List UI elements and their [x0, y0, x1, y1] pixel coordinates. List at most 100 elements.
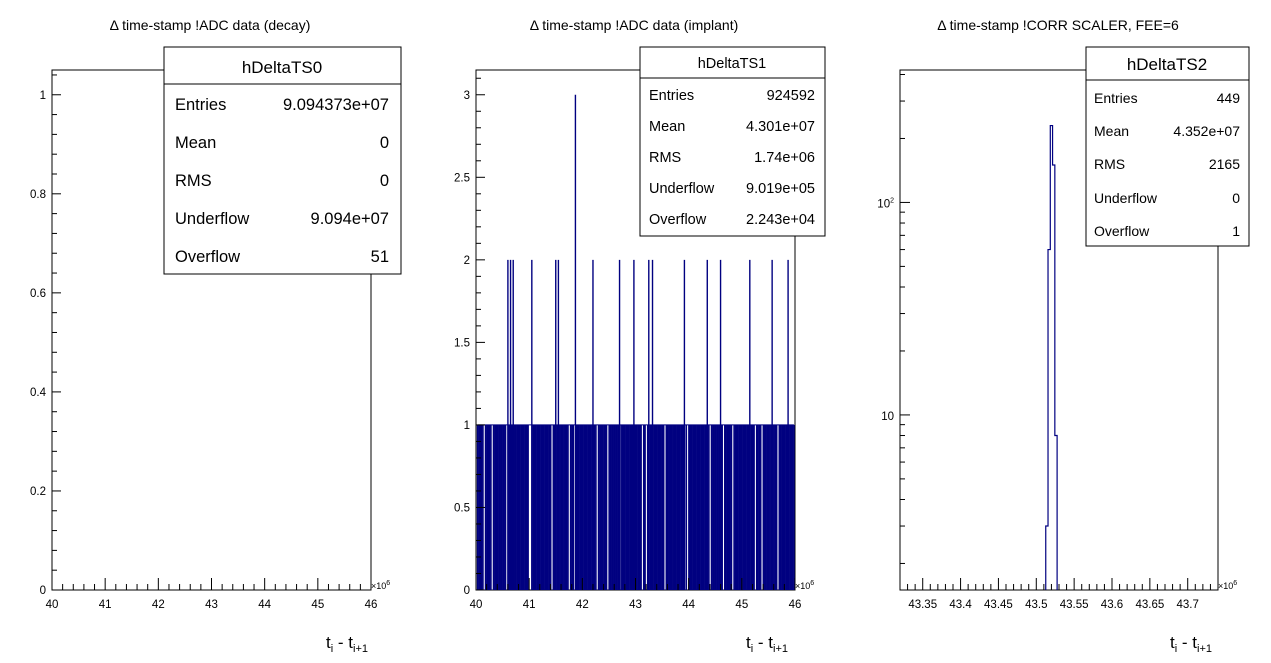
panel2-x-axis: 43.35 43.4 43.45 43.5 43.55 43.6 43.65 43.7 — [899, 578, 1219, 611]
panel1-stats-value: 1.74e+06 — [754, 150, 815, 166]
panel0-title-text: time-stamp !ADC data (decay) — [118, 17, 310, 33]
y-tick-label: 0.2 — [30, 486, 46, 498]
y-tick-label: 0 — [464, 585, 470, 597]
panel0-stats-label: Overflow — [175, 248, 240, 266]
y-tick-label: 2 — [464, 255, 470, 267]
panel2-stats-label: Entries — [1094, 90, 1138, 106]
histogram-outline — [1045, 124, 1058, 590]
y-tick-label: 0.6 — [30, 288, 46, 300]
panel0-x-multiplier: ×106 — [371, 580, 390, 591]
panel2-x-label: ti - ti+1 — [1170, 633, 1212, 655]
panel1-stats-value: 924592 — [767, 88, 815, 104]
x-tick-label: 42 — [152, 599, 165, 611]
panel1-stats-value: 4.301e+07 — [746, 119, 815, 135]
panel1-stats-label: Overflow — [649, 212, 707, 228]
x-tick-label: 43.35 — [908, 599, 937, 611]
y-tick-label: 0 — [40, 585, 46, 597]
x-tick-label: 43.4 — [949, 599, 972, 611]
panel2-stats-title: hDeltaTS2 — [1127, 55, 1207, 74]
y-tick-label: 1 — [40, 90, 46, 102]
panel1-stats-label: Underflow — [649, 181, 715, 197]
y-tick-label: 10 — [881, 411, 894, 423]
x-tick-label: 46 — [789, 599, 802, 611]
x-tick-label: 41 — [99, 599, 112, 611]
panel0-x-label: ti - ti+1 — [326, 633, 368, 655]
x-tick-label: 43.65 — [1135, 599, 1164, 611]
x-tick-label: 43.7 — [1177, 599, 1199, 611]
panel1-title: Δ time-stamp !ADC data (implant) — [530, 17, 739, 33]
y-tick-label: 1 — [464, 420, 470, 432]
panel0-stats-label: Underflow — [175, 210, 249, 228]
x-tick-label: 43.5 — [1025, 599, 1047, 611]
panel1-x-multiplier: ×106 — [795, 580, 814, 591]
panel2-title-text: time-stamp !CORR SCALER, FEE=6 — [946, 17, 1179, 33]
panel0-stats-value: 0 — [380, 172, 389, 190]
panel1-bars — [476, 94, 795, 590]
panel1-title-delta: Δ — [530, 17, 539, 33]
panel1-y-axis: 0 0.5 1 1.5 2 2.5 3 — [454, 77, 485, 597]
panel2-stats-value: 1 — [1232, 223, 1240, 239]
x-tick-label: 45 — [735, 599, 748, 611]
panel2-stats-label: Mean — [1094, 123, 1129, 139]
panel0-stats-value: 9.094e+07 — [311, 210, 389, 228]
x-tick-label: 44 — [258, 599, 271, 611]
panel1-stats-box: hDeltaTS1 Entries 924592 Mean 4.301e+07 … — [639, 46, 826, 237]
panel1-stats-label: RMS — [649, 150, 681, 166]
y-tick-label: 0.8 — [30, 189, 46, 201]
panel0-stats-label: RMS — [175, 172, 212, 190]
y-tick-label: 1.5 — [454, 337, 470, 349]
panel2-stats-value: 4.352e+07 — [1173, 123, 1240, 139]
panel1-stats-value: 2.243e+04 — [746, 212, 815, 228]
panel2-title-delta: Δ — [937, 17, 946, 33]
panel2-stats-box: hDeltaTS2 Entries 449 Mean 4.352e+07 RMS… — [1085, 46, 1250, 247]
panel0-x-axis: 40 41 42 43 44 45 46 — [46, 578, 378, 611]
y-tick-label: 2.5 — [454, 172, 470, 184]
x-tick-label: 40 — [470, 599, 483, 611]
panel1-stats-value: 9.019e+05 — [746, 181, 815, 197]
panel0-stats-value: 9.094373e+07 — [283, 96, 389, 114]
panel-hDeltaTS0: Δ time-stamp !ADC data (decay) 0 0.2 0.4 0.… — [30, 17, 402, 655]
panel2-stats-value: 0 — [1232, 190, 1240, 206]
panel0-stats-title: hDeltaTS0 — [242, 58, 322, 77]
panel-hDeltaTS1: Δ time-stamp !ADC data (implant) 0 0.5 1 1.… — [454, 17, 826, 655]
y-tick-label: 0.5 — [454, 502, 470, 514]
x-tick-label: 43.45 — [984, 599, 1013, 611]
panel2-stats-label: RMS — [1094, 156, 1125, 172]
panel1-stats-label: Entries — [649, 88, 694, 104]
x-tick-label: 42 — [576, 599, 589, 611]
x-tick-label: 43 — [205, 599, 218, 611]
y-tick-label: 0.4 — [30, 387, 47, 399]
panel0-title: Δ time-stamp !ADC data (decay) — [110, 17, 311, 33]
panel2-stats-label: Overflow — [1094, 223, 1150, 239]
panel1-stats-title: hDeltaTS1 — [698, 56, 767, 72]
panel2-y-axis: 10 102 — [877, 74, 910, 564]
panel0-stats-value: 0 — [380, 134, 389, 152]
panel0-stats-label: Mean — [175, 134, 216, 152]
panel1-stats-label: Mean — [649, 119, 685, 135]
panel0-stats-label: Entries — [175, 96, 226, 114]
panel2-stats-value: 449 — [1217, 90, 1241, 106]
panel0-stats-value: 51 — [371, 248, 389, 266]
y-tick-label: 3 — [464, 90, 470, 102]
x-tick-label: 46 — [365, 599, 378, 611]
panel2-x-multiplier: ×106 — [1218, 580, 1237, 591]
x-tick-label: 43 — [629, 599, 642, 611]
panel1-stats-frame — [639, 46, 826, 237]
panel1-x-axis: 40 41 42 43 44 45 46 — [470, 578, 802, 611]
panel0-y-axis: 0 0.2 0.4 0.6 0.8 1 — [30, 74, 61, 597]
y-tick-label: 102 — [877, 197, 894, 210]
panel0-title-delta: Δ — [110, 17, 119, 33]
panel1-x-label: ti - ti+1 — [746, 633, 788, 655]
panel2-title: Δ time-stamp !CORR SCALER, FEE=6 — [937, 17, 1179, 33]
panel2-stats-frame — [1085, 46, 1250, 247]
x-tick-label: 41 — [523, 599, 536, 611]
x-tick-label: 43.55 — [1060, 599, 1089, 611]
panel1-title-text: time-stamp !ADC data (implant) — [538, 17, 738, 33]
x-tick-label: 43.6 — [1101, 599, 1123, 611]
x-tick-label: 45 — [311, 599, 324, 611]
x-tick-label: 40 — [46, 599, 59, 611]
panel2-bars — [1045, 124, 1058, 590]
panel2-stats-value: 2165 — [1209, 156, 1240, 172]
